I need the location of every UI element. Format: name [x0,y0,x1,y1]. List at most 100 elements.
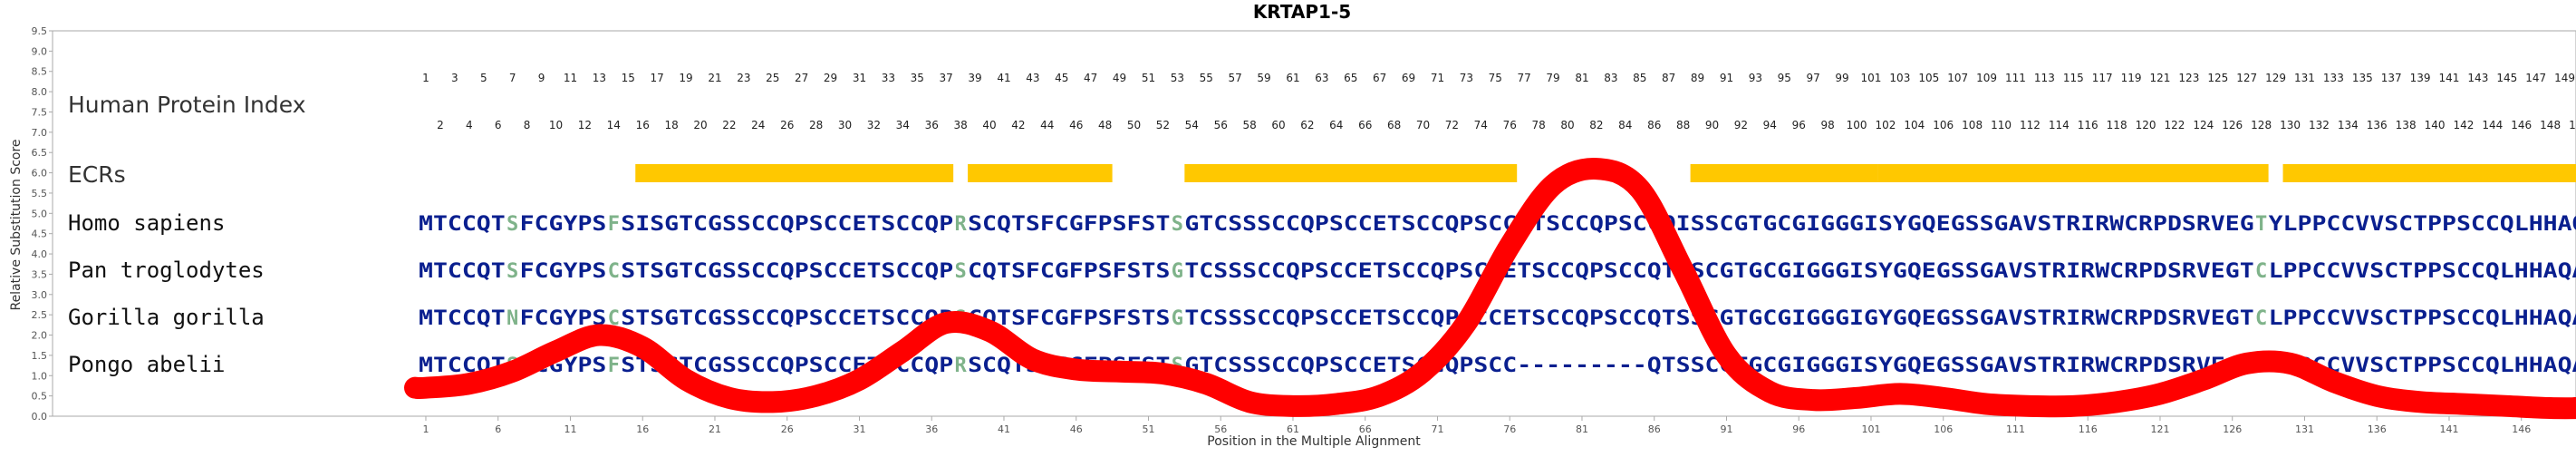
index-number-even: 16 [636,119,650,131]
row-label-species-1: Homo sapiens [68,210,225,236]
x-tick-label: 71 [1431,423,1443,435]
index-number-odd: 45 [1055,72,1068,84]
index-number-even: 10 [549,119,563,131]
index-number-odd: 89 [1691,72,1704,84]
index-number-even: 56 [1214,119,1228,131]
ecr-bar [1690,164,1878,182]
x-tick-label: 26 [781,423,794,435]
variable-cell-mask [953,210,969,236]
index-number-odd: 111 [2005,72,2026,84]
index-number-odd: 5 [480,72,487,84]
variable-cell-mask [2253,258,2269,283]
index-number-odd: 59 [1257,72,1270,84]
index-number-even: 118 [2107,119,2127,131]
index-number-even: 22 [722,119,736,131]
index-number-even: 102 [1875,119,1896,131]
index-number-odd: 39 [968,72,981,84]
index-number-even: 28 [809,119,823,131]
y-tick-label: 4.0 [32,248,48,260]
index-number-odd: 69 [1402,72,1415,84]
index-number-even: 94 [1763,119,1777,131]
index-number-odd: 63 [1315,72,1328,84]
row-label-species-2: Pan troglodytes [68,258,265,283]
index-number-even: 34 [896,119,910,131]
index-number-even: 106 [1933,119,1954,131]
y-tick-label: 6.5 [32,147,48,159]
y-tick-label: 1.5 [32,350,48,362]
index-number-odd: 47 [1084,72,1097,84]
index-number-even: 72 [1445,119,1459,131]
variable-residue: F [608,355,620,377]
x-tick-label: 126 [2223,423,2242,435]
index-number-odd: 13 [593,72,606,84]
index-number-odd: 107 [1947,72,1968,84]
row-label-index: Human Protein Index [68,92,306,118]
variable-residue: C [608,307,620,330]
index-number-odd: 127 [2236,72,2257,84]
index-number-even: 70 [1416,119,1430,131]
y-axis-ticks: 0.0 0.5 1.0 1.5 2.0 2.5 3.0 3.5 4.0 4.5 5.0 5.5 6.0 6… [32,25,53,423]
index-number-odd: 19 [679,72,692,84]
index-number-even: 108 [1962,119,1983,131]
index-number-even: 44 [1040,119,1054,131]
x-tick-label: 31 [853,423,865,435]
index-number-even: 138 [2396,119,2417,131]
index-number-even: 84 [1618,119,1632,131]
x-tick-label: 11 [564,423,576,435]
variable-residue: R [955,355,968,377]
x-tick-label: 21 [709,423,721,435]
x-tick-label: 1 [422,423,429,435]
x-tick-label: 76 [1503,423,1516,435]
index-number-odd: 53 [1171,72,1184,84]
index-number-even: 114 [2049,119,2069,131]
index-number-odd: 143 [2467,72,2488,84]
index-number-odd: 67 [1373,72,1386,84]
index-number-even: 132 [2309,119,2330,131]
index-number-odd: 133 [2323,72,2344,84]
index-number-even: 76 [1503,119,1517,131]
index-number-odd: 123 [2178,72,2199,84]
index-number-odd: 139 [2410,72,2431,84]
index-number-odd: 21 [708,72,721,84]
y-tick-label: 2.5 [32,309,48,321]
index-number-even: 148 [2540,119,2561,131]
index-number-odd: 135 [2352,72,2373,84]
index-number-even: 2 [437,119,444,131]
y-tick-label: 3.0 [32,289,48,301]
variable-residue: C [608,260,620,283]
index-number-odd: 93 [1749,72,1762,84]
index-number-odd: 7 [509,72,516,84]
ecr-bar [1877,164,2269,182]
variable-residue: C [2255,307,2267,330]
index-number-even: 120 [2136,119,2156,131]
index-number-odd: 75 [1489,72,1502,84]
index-number-even: 52 [1156,119,1170,131]
variable-cell-mask [606,258,622,283]
variable-residue: T [2255,213,2267,236]
variable-residue: G [1172,307,1183,330]
y-tick-label: 7.0 [32,127,48,139]
index-number-odd: 11 [564,72,577,84]
x-tick-label: 16 [636,423,649,435]
index-number-even: 26 [780,119,794,131]
index-number-odd: 81 [1575,72,1588,84]
index-number-odd: 1 [422,72,429,84]
variable-residue: F [608,213,620,236]
index-number-even: 96 [1792,119,1806,131]
y-tick-label: 2.0 [32,330,48,342]
index-number-even: 60 [1271,119,1285,131]
index-number-odd: 129 [2265,72,2286,84]
ecr-bar [968,164,1113,182]
index-number-even: 88 [1676,119,1690,131]
variable-cell-mask [505,258,520,283]
variable-cell-mask [606,210,622,236]
variable-residue: S [1172,213,1183,236]
x-tick-label: 41 [998,423,1010,435]
variable-cell-mask [606,305,622,330]
index-number-even: 128 [2251,119,2272,131]
y-tick-label: 5.0 [32,208,48,219]
y-tick-label: 9.0 [32,45,48,57]
variable-cell-mask [2253,210,2269,236]
substitution-score-curve [404,158,2576,420]
